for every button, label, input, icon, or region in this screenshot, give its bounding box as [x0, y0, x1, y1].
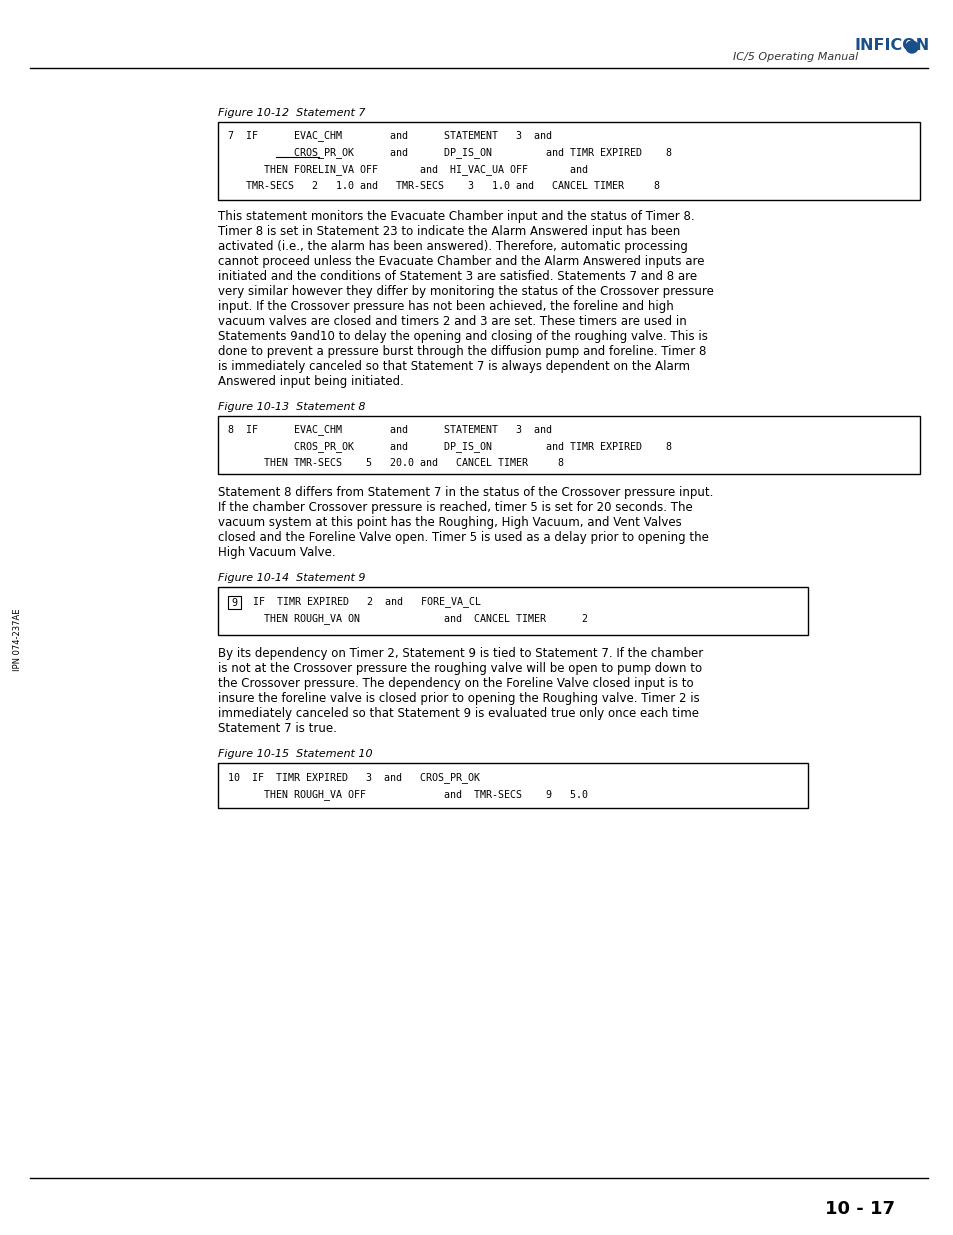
Bar — [218, 763, 807, 808]
Bar — [218, 416, 919, 474]
Text: initiated and the conditions of Statement 3 are satisfied. Statements 7 and 8 ar: initiated and the conditions of Statemen… — [218, 270, 697, 283]
Text: 10 - 17: 10 - 17 — [824, 1200, 894, 1218]
Text: insure the foreline valve is closed prior to opening the Roughing valve. Timer 2: insure the foreline valve is closed prio… — [218, 692, 699, 705]
Text: CROS_PR_OK      and      DP_IS_ON         and TIMR EXPIRED    8: CROS_PR_OK and DP_IS_ON and TIMR EXPIRED… — [228, 441, 671, 452]
Bar — [218, 122, 919, 200]
Text: activated (i.e., the alarm has been answered). Therefore, automatic processing: activated (i.e., the alarm has been answ… — [218, 240, 687, 253]
Text: Figure 10-15  Statement 10: Figure 10-15 Statement 10 — [218, 748, 373, 760]
Text: 9: 9 — [232, 598, 237, 608]
Text: This statement monitors the Evacuate Chamber input and the status of Timer 8.: This statement monitors the Evacuate Cha… — [218, 210, 694, 224]
Text: Statement 7 is true.: Statement 7 is true. — [218, 722, 336, 735]
Text: Figure 10-12  Statement 7: Figure 10-12 Statement 7 — [218, 107, 365, 119]
Text: the Crossover pressure. The dependency on the Foreline Valve closed input is to: the Crossover pressure. The dependency o… — [218, 677, 693, 690]
Text: 7  IF      EVAC_CHM        and      STATEMENT   3  and: 7 IF EVAC_CHM and STATEMENT 3 and — [228, 130, 552, 141]
Text: cannot proceed unless the Evacuate Chamber and the Alarm Answered inputs are: cannot proceed unless the Evacuate Chamb… — [218, 254, 703, 268]
Text: IPN 074-237AE: IPN 074-237AE — [13, 609, 23, 672]
Text: immediately canceled so that Statement 9 is evaluated true only once each time: immediately canceled so that Statement 9… — [218, 706, 699, 720]
Text: is not at the Crossover pressure the roughing valve will be open to pump down to: is not at the Crossover pressure the rou… — [218, 662, 701, 676]
Text: IF  TIMR EXPIRED   2  and   FORE_VA_CL: IF TIMR EXPIRED 2 and FORE_VA_CL — [241, 597, 480, 606]
Text: High Vacuum Valve.: High Vacuum Valve. — [218, 546, 335, 559]
Text: 10  IF  TIMR EXPIRED   3  and   CROS_PR_OK: 10 IF TIMR EXPIRED 3 and CROS_PR_OK — [228, 772, 479, 783]
Text: THEN ROUGH_VA ON              and  CANCEL TIMER      2: THEN ROUGH_VA ON and CANCEL TIMER 2 — [228, 613, 587, 624]
Text: input. If the Crossover pressure has not been achieved, the foreline and high: input. If the Crossover pressure has not… — [218, 300, 673, 312]
Text: closed and the Foreline Valve open. Timer 5 is used as a delay prior to opening : closed and the Foreline Valve open. Time… — [218, 531, 708, 543]
Text: THEN FORELIN_VA OFF       and  HI_VAC_UA OFF       and: THEN FORELIN_VA OFF and HI_VAC_UA OFF an… — [228, 164, 587, 175]
Text: done to prevent a pressure burst through the diffusion pump and foreline. Timer : done to prevent a pressure burst through… — [218, 345, 705, 358]
Text: 8  IF      EVAC_CHM        and      STATEMENT   3  and: 8 IF EVAC_CHM and STATEMENT 3 and — [228, 424, 552, 435]
Text: If the chamber Crossover pressure is reached, timer 5 is set for 20 seconds. The: If the chamber Crossover pressure is rea… — [218, 501, 692, 514]
Text: TMR-SECS   2   1.0 and   TMR-SECS    3   1.0 and   CANCEL TIMER     8: TMR-SECS 2 1.0 and TMR-SECS 3 1.0 and CA… — [228, 182, 659, 191]
Text: CROS_PR_OK      and      DP_IS_ON         and TIMR EXPIRED    8: CROS_PR_OK and DP_IS_ON and TIMR EXPIRED… — [228, 147, 671, 158]
Text: vacuum valves are closed and timers 2 and 3 are set. These timers are used in: vacuum valves are closed and timers 2 an… — [218, 315, 686, 329]
Text: Statements 9and10 to delay the opening and closing of the roughing valve. This i: Statements 9and10 to delay the opening a… — [218, 330, 707, 343]
Text: By its dependency on Timer 2, Statement 9 is tied to Statement 7. If the chamber: By its dependency on Timer 2, Statement … — [218, 647, 702, 659]
Text: Figure 10-13  Statement 8: Figure 10-13 Statement 8 — [218, 403, 365, 412]
Text: IC/5 Operating Manual: IC/5 Operating Manual — [732, 52, 857, 62]
Text: vacuum system at this point has the Roughing, High Vacuum, and Vent Valves: vacuum system at this point has the Roug… — [218, 516, 681, 529]
Text: Answered input being initiated.: Answered input being initiated. — [218, 375, 403, 388]
Bar — [218, 587, 807, 635]
Bar — [228, 597, 241, 609]
Text: Statement 8 differs from Statement 7 in the status of the Crossover pressure inp: Statement 8 differs from Statement 7 in … — [218, 487, 713, 499]
Text: THEN TMR-SECS    5   20.0 and   CANCEL TIMER     8: THEN TMR-SECS 5 20.0 and CANCEL TIMER 8 — [228, 458, 563, 468]
Text: INFICON: INFICON — [854, 38, 929, 53]
Text: very similar however they differ by monitoring the status of the Crossover press: very similar however they differ by moni… — [218, 285, 713, 298]
Text: THEN ROUGH_VA OFF             and  TMR-SECS    9   5.0: THEN ROUGH_VA OFF and TMR-SECS 9 5.0 — [228, 789, 587, 800]
Text: Timer 8 is set in Statement 23 to indicate the Alarm Answered input has been: Timer 8 is set in Statement 23 to indica… — [218, 225, 679, 238]
Text: is immediately canceled so that Statement 7 is always dependent on the Alarm: is immediately canceled so that Statemen… — [218, 359, 689, 373]
Text: Figure 10-14  Statement 9: Figure 10-14 Statement 9 — [218, 573, 365, 583]
Circle shape — [905, 41, 917, 53]
